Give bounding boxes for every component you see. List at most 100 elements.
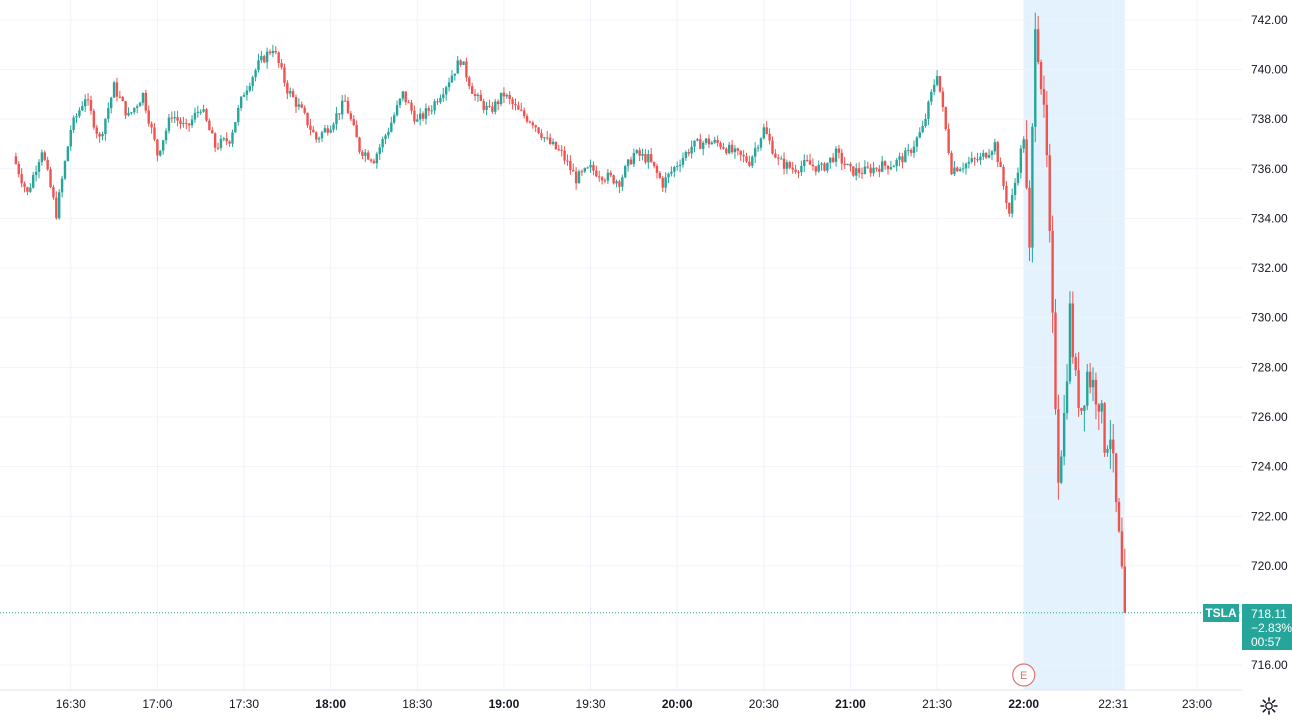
candle-body: [98, 133, 101, 137]
candle-body: [970, 158, 973, 162]
candle-body: [572, 169, 575, 172]
candle-body: [245, 90, 249, 95]
candle-body: [101, 134, 104, 137]
candle-body: [1062, 413, 1066, 457]
candle-body: [554, 141, 558, 150]
candle-body: [147, 110, 150, 124]
candle-body: [1054, 312, 1057, 410]
candles: [14, 12, 1127, 613]
candle-body: [1097, 404, 1101, 412]
time-axis[interactable]: 16:30 17:00 17:30 18:00 18:30 19:00 19:30 20:00…: [56, 697, 1213, 711]
candle-body: [609, 172, 612, 176]
candle-body: [182, 122, 185, 125]
candle-body: [104, 118, 107, 135]
candle-body: [211, 130, 214, 134]
candle-body: [410, 102, 413, 111]
candle-body: [381, 139, 384, 148]
candle-body: [208, 120, 211, 131]
candle-body: [956, 167, 959, 172]
candle-body: [693, 140, 696, 147]
y-tick-label: 722.00: [1251, 509, 1288, 523]
candle-body: [999, 161, 1002, 167]
candle-body: [496, 101, 500, 105]
candle-body: [1039, 62, 1043, 90]
candle-body: [213, 133, 217, 148]
candle-body: [352, 119, 355, 126]
candle-body: [779, 158, 783, 160]
candle-body: [219, 138, 223, 148]
candle-body: [990, 151, 994, 155]
candle-body: [650, 154, 653, 162]
candle-body: [1019, 148, 1023, 173]
candle-body: [20, 174, 23, 184]
symbol-label-text: TSLA: [1205, 606, 1237, 620]
candle-body: [52, 187, 55, 198]
x-tick-label: 19:30: [576, 697, 606, 711]
x-tick-label: 22:31: [1098, 697, 1128, 711]
candle-body: [742, 154, 745, 157]
candle-body: [1048, 155, 1051, 231]
candle-body: [857, 168, 861, 173]
candle-body: [485, 105, 488, 110]
candle-body: [895, 159, 898, 167]
candle-body: [418, 113, 422, 120]
candle-body: [361, 151, 364, 156]
candle-body: [413, 110, 416, 122]
candle-body: [1065, 381, 1069, 414]
candle-body: [453, 73, 457, 76]
candle-body: [993, 142, 997, 152]
candle-body: [1002, 166, 1005, 186]
candle-body: [927, 101, 930, 119]
candle-body: [69, 130, 72, 147]
candle-body: [901, 156, 904, 163]
symbol-label: TSLA: [1203, 604, 1239, 622]
candle-body: [569, 161, 572, 170]
candle-body: [237, 107, 240, 123]
candle-body: [987, 154, 991, 158]
candle-body: [753, 148, 757, 157]
candle-body: [37, 162, 41, 172]
candle-body: [699, 139, 702, 149]
candle-body: [1120, 531, 1124, 567]
gear-icon[interactable]: [1259, 696, 1279, 716]
candle-body: [563, 150, 566, 161]
candle-body: [1088, 371, 1092, 388]
candle-body: [83, 99, 87, 107]
candle-body: [777, 157, 780, 159]
candle-body: [537, 127, 540, 134]
price-axis[interactable]: 742.00 740.00 738.00 736.00 734.00 732.00 730.…: [1251, 13, 1288, 672]
candle-body: [465, 61, 468, 78]
candle-body: [263, 56, 266, 63]
candle-body: [898, 156, 901, 160]
candle-body: [886, 165, 890, 170]
candle-body: [78, 110, 81, 117]
candle-body: [335, 113, 338, 125]
candle-body: [710, 142, 714, 145]
candle-body: [964, 163, 968, 169]
candle-body: [164, 130, 168, 141]
candle-body: [745, 156, 748, 162]
x-tick-label: 19:00: [489, 697, 520, 711]
candle-body: [624, 166, 627, 178]
candle-body: [222, 138, 226, 140]
candle-body: [450, 75, 454, 83]
candle-body: [265, 51, 269, 63]
candle-body: [442, 94, 445, 98]
candle-body: [849, 163, 852, 167]
candle-body: [615, 181, 618, 184]
candle-body: [283, 67, 286, 83]
candle-body: [722, 146, 725, 149]
candle-body: [704, 138, 708, 143]
candle-body: [678, 164, 682, 167]
candle-body: [43, 152, 46, 160]
candle-body: [1094, 379, 1098, 405]
candle-body: [468, 77, 471, 87]
earnings-marker[interactable]: E: [1012, 663, 1036, 687]
y-tick-label: 726.00: [1251, 410, 1288, 424]
candle-body: [719, 142, 722, 147]
candle-body: [254, 70, 257, 78]
candle-body: [332, 124, 335, 130]
x-tick-label: 21:00: [835, 697, 866, 711]
candle-body: [632, 153, 636, 165]
